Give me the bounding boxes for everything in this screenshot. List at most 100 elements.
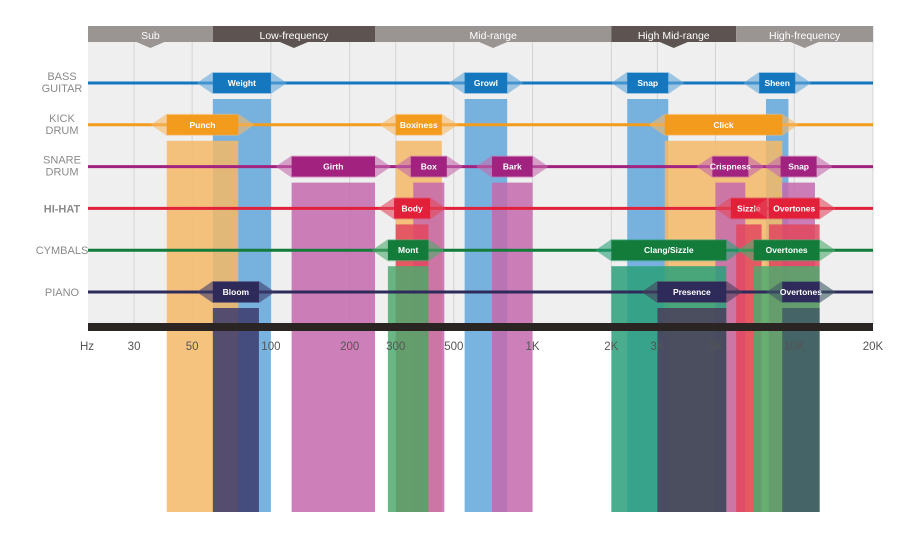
frequency-axis: Hz 30 50 100 200 300 500 1K 2K 3K 5K 10K 20K (80, 323, 884, 353)
axis-bar (88, 323, 873, 331)
band-pill-body (387, 240, 429, 261)
band-column (782, 308, 820, 512)
region-band (375, 26, 612, 48)
band-pill-body (664, 114, 783, 135)
band-pill: Punch (150, 113, 255, 136)
band-pill-body (166, 114, 239, 135)
region-label: High-frequency (769, 30, 841, 42)
region-header: Sub Low-frequency Mid-range High Mid-range H… (88, 26, 873, 48)
region-label: Mid-range (470, 30, 517, 42)
instrument-name: SNARE (43, 155, 81, 167)
band-pill: Growl (448, 72, 524, 94)
tick-label: 1K (526, 341, 540, 353)
band-label: Bark (503, 162, 522, 172)
band-pill: Overtones (737, 239, 836, 262)
tick-label: 20K (863, 341, 884, 353)
band-pill-body (780, 156, 817, 177)
band-pill-body (212, 282, 259, 302)
band-pill: Overtones (766, 281, 836, 303)
band-label: Snap (788, 162, 809, 172)
band-label: Crispness (710, 162, 751, 172)
band-pill-body (730, 198, 767, 219)
band-label: Sheen (764, 78, 790, 88)
band-column (492, 182, 533, 512)
band-label: Body (401, 203, 423, 213)
tick-label: 3K (650, 341, 664, 353)
band-column (387, 266, 429, 512)
band-pill: Body (378, 197, 447, 220)
band-pill-body (768, 198, 820, 219)
band-label: Weight (228, 78, 256, 88)
band-label: Clang/Sizzle (644, 245, 694, 255)
instrument-labels: BASSGUITARKICKDRUMSNAREDRUMHI-HATCYMBALS… (36, 71, 89, 299)
band-pill-body (492, 156, 533, 177)
band-label: Snap (637, 78, 658, 88)
band-pill: Weight (196, 72, 287, 94)
band-pill-body (291, 156, 376, 177)
band-column (291, 182, 376, 512)
tick-label: 200 (340, 341, 359, 353)
band-pill-body (395, 114, 442, 135)
band-pill: Overtones (752, 197, 836, 220)
band-label: Overtones (773, 203, 815, 213)
band-pill: Mont (371, 239, 445, 262)
band-pill: Girth (275, 155, 392, 178)
tick-label: 2K (604, 341, 618, 353)
instrument-name: KICK (49, 113, 75, 125)
tick-label: 50 (186, 341, 199, 353)
band-pill: Sheen (743, 72, 812, 94)
band-label: Bloom (223, 287, 250, 297)
band-label: Girth (323, 162, 343, 172)
band-pill: Crispness (696, 155, 765, 178)
band-pill-body (410, 156, 447, 177)
band-pill-body (611, 240, 727, 261)
band-pill-body (394, 198, 431, 219)
region-band (736, 26, 873, 48)
axis-unit: Hz (80, 341, 94, 353)
region-label: Low-frequency (259, 30, 329, 42)
tick-label: 30 (128, 341, 141, 353)
band-pill-body (212, 73, 271, 93)
tick-label: 5K (708, 341, 722, 353)
instrument-name: HI-HAT (44, 203, 81, 215)
tick-label: 500 (444, 341, 463, 353)
band-label: Box (421, 162, 437, 172)
band-pill-body (627, 73, 669, 93)
instrument-name: DRUM (46, 167, 79, 179)
band-pill-body (782, 282, 820, 302)
band-label: Boxiness (400, 120, 438, 130)
band-column (212, 308, 259, 512)
instrument-name: DRUM (46, 125, 79, 137)
band-label: Punch (189, 120, 215, 130)
instrument-name: BASS (47, 71, 76, 83)
band-label: Growl (474, 78, 498, 88)
region-label: Sub (141, 30, 160, 42)
tick-label: 100 (261, 341, 280, 353)
band-label: Click (713, 120, 734, 130)
region-band (212, 26, 376, 48)
region-band (611, 26, 737, 48)
band-pill: Clang/Sizzle (595, 239, 743, 262)
band-pill-body (464, 73, 508, 93)
band-pill: Bark (476, 155, 549, 178)
tick-label: 10K (784, 341, 805, 353)
region-band (88, 26, 213, 48)
instrument-name: CYMBALS (36, 245, 89, 257)
band-pill-body (712, 156, 749, 177)
band-pill-body (657, 282, 727, 302)
band-pill: Snap (611, 72, 685, 94)
band-pill-body (759, 73, 796, 93)
band-pill-body (753, 240, 820, 261)
band-label: Overtones (780, 287, 822, 297)
band-pill: Bloom (196, 281, 275, 303)
band-column (657, 308, 727, 512)
band-label: Overtones (766, 245, 808, 255)
instrument-name: PIANO (45, 287, 80, 299)
band-label: Sizzle (737, 203, 761, 213)
band-pill: Box (394, 155, 463, 178)
instrument-name: GUITAR (42, 83, 83, 95)
tick-label: 300 (386, 341, 405, 353)
band-pill: Boxiness (379, 113, 458, 136)
